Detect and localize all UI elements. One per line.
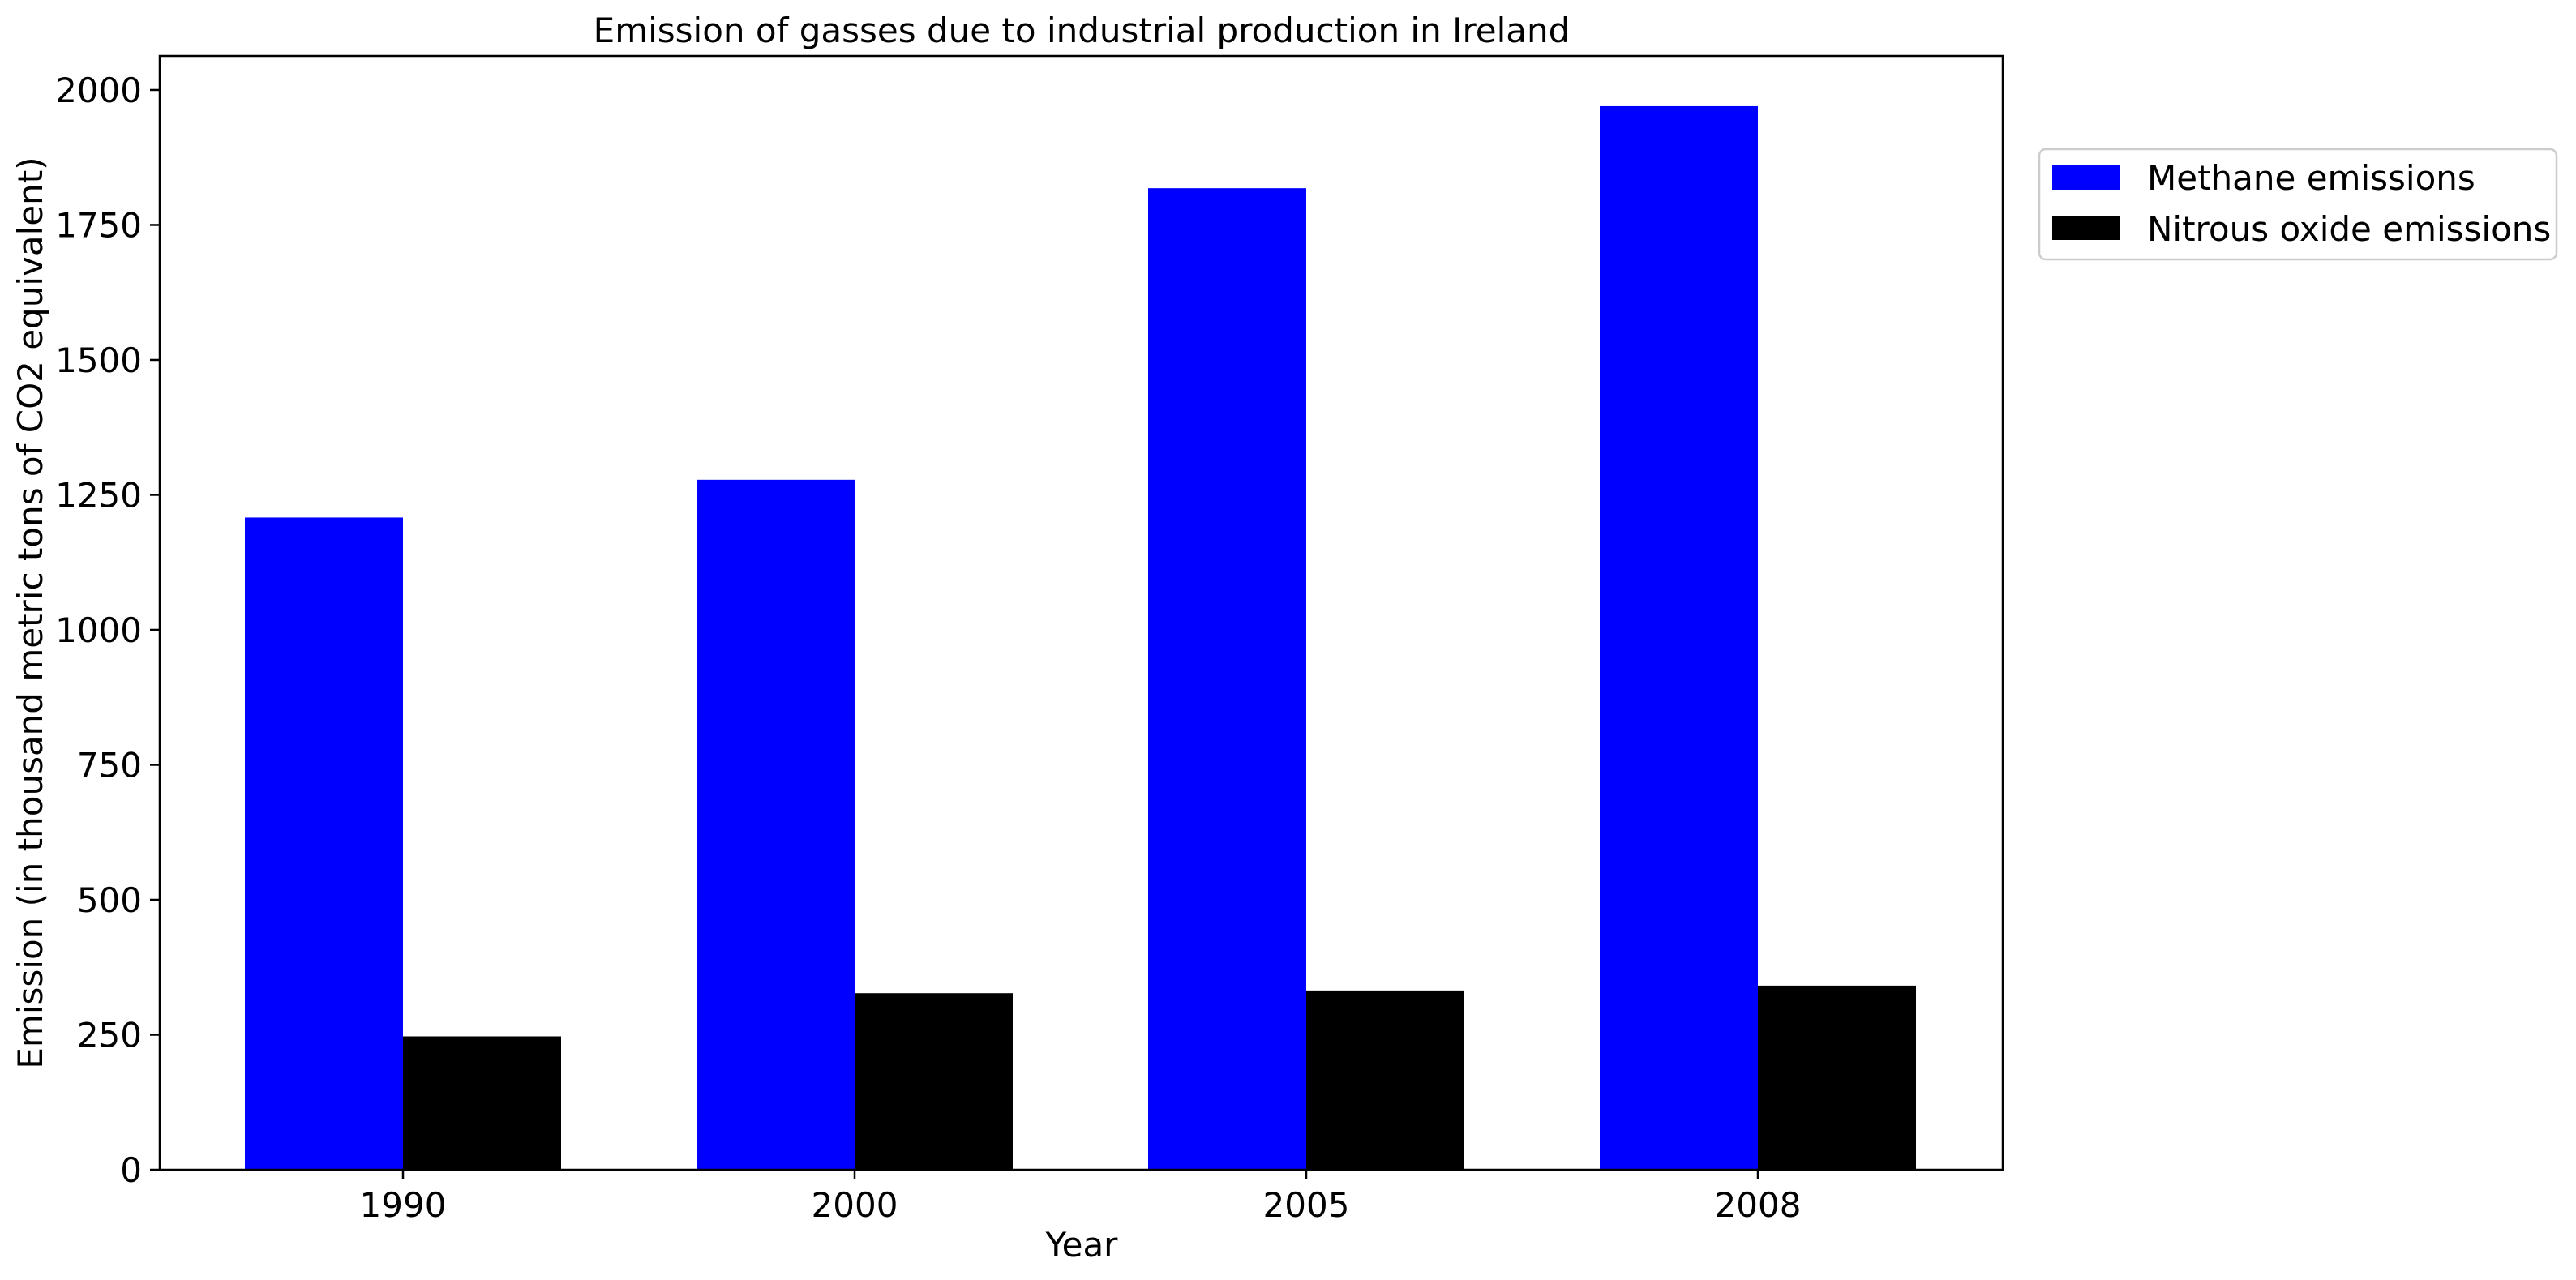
x-tick-label: 2000 — [812, 1185, 898, 1225]
bar-methane-emissions-1990 — [245, 517, 403, 1170]
y-tick-label: 1000 — [55, 610, 142, 650]
y-tick-label: 250 — [77, 1015, 142, 1055]
y-tick-label: 750 — [77, 745, 142, 785]
plot-area-frame — [158, 54, 2004, 1171]
x-tick-label: 1990 — [360, 1185, 447, 1225]
y-tick-label: 1750 — [55, 205, 142, 245]
bar-nitrous-oxide-emissions-2008 — [1758, 985, 1916, 1170]
y-tick-label: 2000 — [55, 71, 142, 110]
chart-title: Emission of gasses due to industrial pro… — [594, 11, 1571, 50]
legend-swatch-nitrous-oxide — [2052, 216, 2120, 240]
legend: Methane emissions Nitrous oxide emission… — [2038, 148, 2558, 261]
bar-methane-emissions-2008 — [1600, 105, 1758, 1170]
bar-nitrous-oxide-emissions-2005 — [1306, 990, 1464, 1170]
legend-frame — [2038, 148, 2558, 261]
y-tick-label: 500 — [77, 880, 142, 920]
y-tick-label: 0 — [120, 1150, 142, 1190]
bar-nitrous-oxide-emissions-2000 — [855, 993, 1013, 1170]
y-tick-label: 1500 — [55, 340, 142, 380]
bars — [245, 105, 1916, 1170]
x-axis-label: Year — [1045, 1225, 1119, 1265]
bar-methane-emissions-2005 — [1148, 188, 1306, 1170]
legend-label-nitrous-oxide: Nitrous oxide emissions — [2147, 209, 2551, 249]
y-axis-label: Emission (in thousand metric tons of CO2… — [11, 156, 50, 1068]
x-tick-label: 2008 — [1715, 1185, 1802, 1225]
bar-methane-emissions-2000 — [697, 479, 855, 1170]
x-axis-ticks: 1990 2000 2005 2008 — [360, 1170, 1802, 1225]
y-axis-ticks: 0 250 500 750 1000 1250 1500 1750 2000 — [55, 71, 160, 1190]
legend-label-methane: Methane emissions — [2147, 158, 2475, 198]
legend-swatch-methane — [2052, 165, 2120, 190]
x-tick-label: 2005 — [1263, 1185, 1350, 1225]
y-tick-label: 1250 — [55, 475, 142, 515]
bar-nitrous-oxide-emissions-1990 — [403, 1036, 561, 1170]
